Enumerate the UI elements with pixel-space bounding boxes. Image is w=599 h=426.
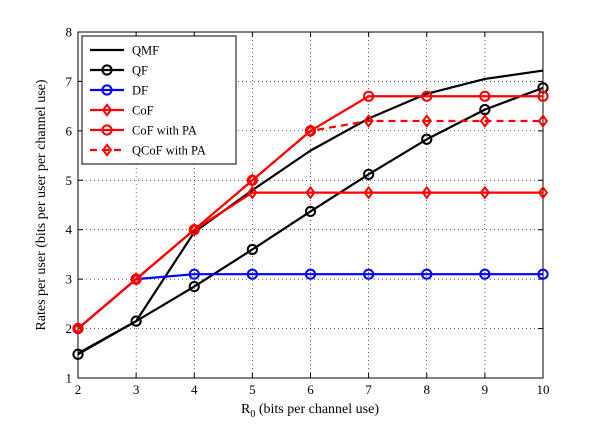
y-tick-label: 7 (66, 74, 73, 89)
legend-marker (101, 103, 113, 117)
series-line-qmf (77, 69, 544, 355)
y-tick-label: 1 (66, 371, 73, 386)
legend-label: QCoF with PA (132, 144, 206, 158)
x-tick-label: 3 (133, 382, 140, 397)
data-point-qf (130, 315, 142, 327)
data-point-qf (421, 133, 433, 145)
legend-marker (101, 64, 113, 76)
y-tick-label: 3 (66, 272, 73, 287)
data-point-cof-with-pa (479, 90, 491, 102)
x-tick-label: 9 (482, 382, 489, 397)
y-tick-label: 5 (66, 173, 73, 188)
x-tick-label: 10 (537, 382, 550, 397)
x-axis-label-suffix: (bits per channel use) (255, 402, 379, 417)
data-point-qf (246, 243, 258, 256)
series-qcof-with-pa (72, 114, 549, 336)
data-point-df (421, 268, 433, 280)
data-point-df (363, 268, 375, 280)
data-point-df (246, 268, 258, 280)
data-point-cof (363, 185, 374, 200)
series-lines (72, 69, 549, 360)
legend: QMF QF DF CoF CoF with PA QCoF with PA (81, 35, 237, 165)
data-point-qf (363, 168, 375, 180)
series-qmf (77, 69, 544, 355)
legend-marker (101, 143, 113, 157)
series-line-df (77, 273, 543, 330)
legend-marker (101, 84, 113, 96)
data-point-qcof-with-pa (537, 114, 549, 128)
series-line-qf (77, 86, 544, 356)
legend-entry-cof: CoF (90, 103, 154, 118)
x-axis-label: R0 (bits per channel use) (241, 402, 379, 420)
x-axis-label-subscript: 0 (250, 409, 255, 420)
legend-entry-df: DF (90, 84, 148, 98)
data-point-qcof-with-pa (421, 114, 432, 128)
data-point-qcof-with-pa (305, 123, 316, 138)
y-tick-label: 6 (66, 123, 73, 138)
series-qf (72, 82, 549, 360)
data-point-cof-with-pa (363, 90, 375, 102)
series-df (72, 268, 549, 335)
data-point-df (479, 268, 491, 280)
legend-label: QF (132, 64, 148, 78)
x-tick-label: 4 (191, 382, 198, 397)
data-point-qcof-with-pa (130, 272, 142, 287)
data-point-df (304, 268, 317, 280)
data-point-qcof-with-pa (479, 114, 491, 128)
data-point-qcof-with-pa (363, 114, 374, 128)
data-point-cof-with-pa (421, 90, 433, 102)
legend-entry-qf: QF (90, 64, 148, 78)
data-point-cof (479, 185, 491, 200)
data-point-qcof-with-pa (72, 321, 84, 336)
x-tick-label: 6 (307, 382, 314, 397)
legend-box (81, 35, 237, 165)
data-point-df (537, 268, 549, 280)
x-tick-label: 5 (249, 382, 256, 397)
data-point-cof (421, 185, 432, 200)
data-point-cof-with-pa (537, 90, 549, 102)
legend-label: CoF (132, 104, 154, 118)
x-tick-label: 8 (424, 382, 431, 397)
data-point-cof (305, 185, 316, 200)
data-point-df (188, 268, 200, 280)
data-point-cof (537, 185, 549, 200)
y-tick-label: 2 (66, 321, 73, 336)
legend-entry-cof-with-pa: CoF with PA (90, 124, 197, 138)
data-point-qf (304, 205, 317, 218)
data-point-cof (247, 185, 258, 200)
legend-label: DF (132, 84, 148, 98)
series-line-qcof-with-pa (77, 119, 543, 330)
data-point-qcof-with-pa (247, 173, 258, 188)
legend-entry-qcof-with-pa: QCoF with PA (90, 143, 206, 158)
x-tick-label: 2 (75, 382, 82, 397)
legend-label: CoF with PA (132, 124, 197, 138)
legend-marker (101, 124, 113, 136)
legend-label: QMF (132, 44, 159, 58)
y-tick-label: 8 (66, 25, 73, 40)
legend-entry-qmf: QMF (90, 44, 159, 58)
data-point-qf (188, 280, 200, 293)
data-point-qf (72, 348, 84, 360)
x-tick-label: 7 (365, 382, 372, 397)
y-tick-label: 4 (66, 222, 73, 237)
y-axis-label: Rates per user (bits per user per channe… (34, 79, 49, 330)
data-point-qcof-with-pa (189, 222, 200, 237)
